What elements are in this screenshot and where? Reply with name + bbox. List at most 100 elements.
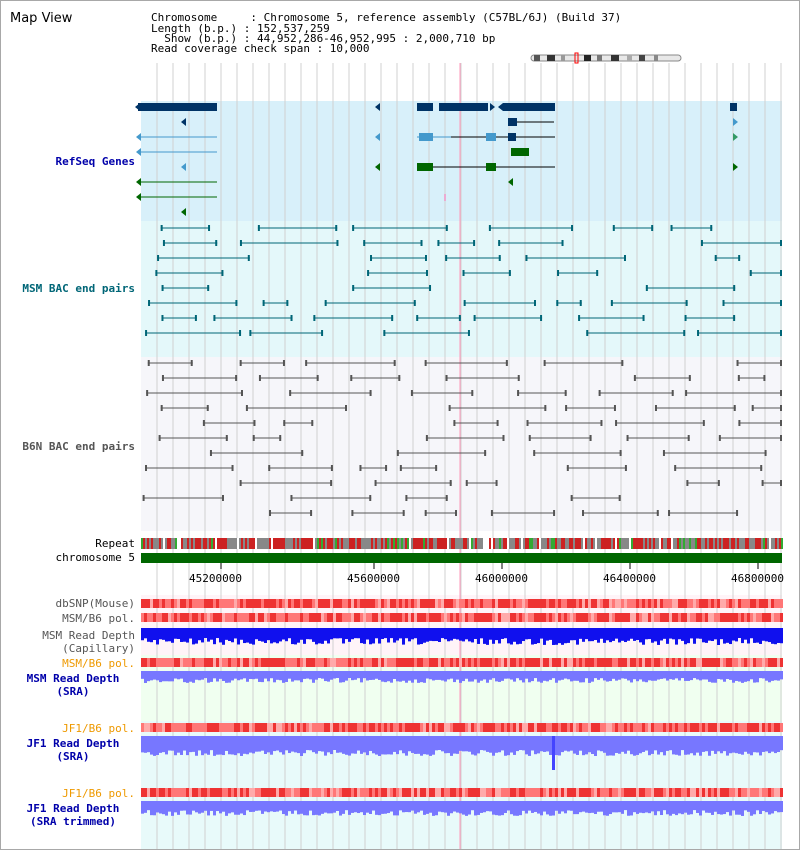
msm-b6-pol-sra-strip (468, 658, 471, 667)
jf1-b6-pol-strip (159, 723, 162, 732)
msm-b6-pol-sra-strip (690, 658, 693, 667)
jf1-trimmed-depth-bar (639, 801, 642, 813)
msm-b6-pol-strip (429, 613, 432, 622)
b6n-bac-pair-end (780, 480, 782, 486)
msm-b6-pol-sra-strip (723, 658, 726, 667)
jf1-b6-pol-strip (462, 723, 465, 732)
b6n-bac-pair-end (633, 375, 636, 381)
msm-b6-pol-sra-strip (513, 658, 516, 667)
repeat-segment (235, 538, 237, 549)
jf1-trimmed-depth-bar (444, 801, 447, 813)
jf1-trimmed-depth-bar (669, 801, 672, 816)
jf1-trimmed-depth-bar (336, 801, 339, 811)
msm-bac-end-pairs-label: MSM BAC end pairs (22, 282, 135, 295)
jf1-trimmed-depth-bar (252, 801, 255, 812)
jf1-sra-depth-bar (480, 736, 483, 751)
dbsnp-strip (444, 599, 447, 608)
dbsnp-strip (579, 599, 582, 608)
repeat-segment (649, 538, 651, 549)
jf1-trimmed-depth-bar (243, 801, 246, 816)
msm-b6-pol-strip (495, 613, 498, 622)
msm-sra-depth-bar (654, 671, 657, 681)
msm-capillary-depth-bar (369, 628, 372, 645)
repeat-segment (367, 538, 369, 549)
repeat-segment (393, 538, 395, 549)
b6n-bac-pair-end (490, 510, 493, 516)
jf1-trimmed-depth-bar (612, 801, 615, 813)
dbsnp-strip (720, 599, 723, 608)
dbsnp-strip (654, 599, 657, 608)
jf1-sra-depth-bar (690, 736, 693, 754)
repeat-segment (221, 538, 223, 549)
b6n-bac-pair-end (369, 495, 372, 501)
msm-capillary-depth-bar (147, 628, 150, 642)
msm-b6-pol-strip (735, 613, 738, 622)
msm-bac-pair-end (556, 300, 559, 306)
msm-sra-depth-bar (198, 671, 201, 681)
jf1-b6-pol-trimmed-strip (195, 788, 198, 797)
b6n-bac-pair-end (359, 465, 362, 471)
dbsnp-strip (591, 599, 594, 608)
msm-sra-depth-bar (477, 671, 480, 683)
jf1-b6-pol-strip (663, 723, 666, 732)
msm-sra-depth-bar (441, 671, 444, 681)
jf1-b6-pol-strip (498, 723, 501, 732)
b6n-bac-pair-end (687, 435, 690, 441)
repeat-segment (379, 538, 381, 549)
jf1-trimmed-depth-bar (474, 801, 477, 816)
msm-b6-pol-strip (273, 613, 276, 622)
jf1-sra-depth-bar (198, 736, 201, 751)
jf1-b6-pol-strip (594, 723, 597, 732)
repeat-segment (439, 538, 441, 549)
jf1-sra-depth-bar (237, 736, 240, 754)
msm-sra-depth-bar (549, 671, 552, 680)
msm-bac-pair-end (697, 330, 700, 336)
jf1-sra-depth-bar (327, 736, 330, 753)
msm-bac-pair-end (445, 255, 448, 261)
jf1-trimmed-depth-bar (315, 801, 318, 815)
jf1-b6-pol-strip (267, 723, 270, 732)
repeat-segment (509, 538, 511, 549)
dbsnp-strip (693, 599, 696, 608)
repeat-segment (149, 538, 151, 549)
jf1-sra-depth-bar (162, 736, 165, 753)
jf1-b6-pol-strip (195, 723, 198, 732)
jf1-trimmed-depth-bar (174, 801, 177, 813)
repeat-segment (529, 538, 531, 549)
jf1-trimmed-depth-bar (663, 801, 666, 811)
msm-b6-pol-strip (717, 613, 720, 622)
dbsnp-strip (282, 599, 285, 608)
msm-sra-depth-bar (411, 671, 414, 683)
msm-b6-pol-sra-strip (525, 658, 528, 667)
jf1-trimmed-depth-bar (633, 801, 636, 813)
repeat-segment (251, 538, 253, 549)
msm-b6-pol-strip (249, 613, 252, 622)
jf1-b6-pol-trimmed-strip (528, 788, 531, 797)
msm-b6-pol-sra-strip (777, 658, 780, 667)
jf1-sra-depth-bar (621, 736, 624, 752)
chromosome-ideogram[interactable] (529, 52, 685, 64)
msm-sra-depth-bar (552, 671, 555, 679)
msm-capillary-depth-bar (150, 628, 153, 643)
b6n-bac-pair-end (424, 360, 427, 366)
msm-b6-pol-strip (753, 613, 756, 622)
msm-capillary-depth-bar (306, 628, 309, 640)
jf1-b6-pol-strip (513, 723, 516, 732)
repeat-segment (435, 538, 437, 549)
jf1-b6-pol-trimmed-strip (171, 788, 174, 797)
msm-capillary-depth-bar (549, 628, 552, 640)
jf1-b6-pol-strip (666, 723, 669, 732)
msm-bac-pair-end (651, 225, 654, 231)
msm-sra-depth-bar (204, 671, 207, 679)
jf1-b6-pol-strip (333, 723, 336, 732)
jf1-b6-pol-trimmed-strip (492, 788, 495, 797)
msm-capillary-depth-bar (375, 628, 378, 639)
jf1-b6-pol-trimmed-strip (213, 788, 216, 797)
repeat-segment (265, 538, 267, 549)
jf1-sra-depth-bar (609, 736, 612, 756)
repeat-segment (735, 538, 737, 549)
dbsnp-strip (690, 599, 693, 608)
dbsnp-strip (297, 599, 300, 608)
repeat-segment (607, 538, 609, 549)
